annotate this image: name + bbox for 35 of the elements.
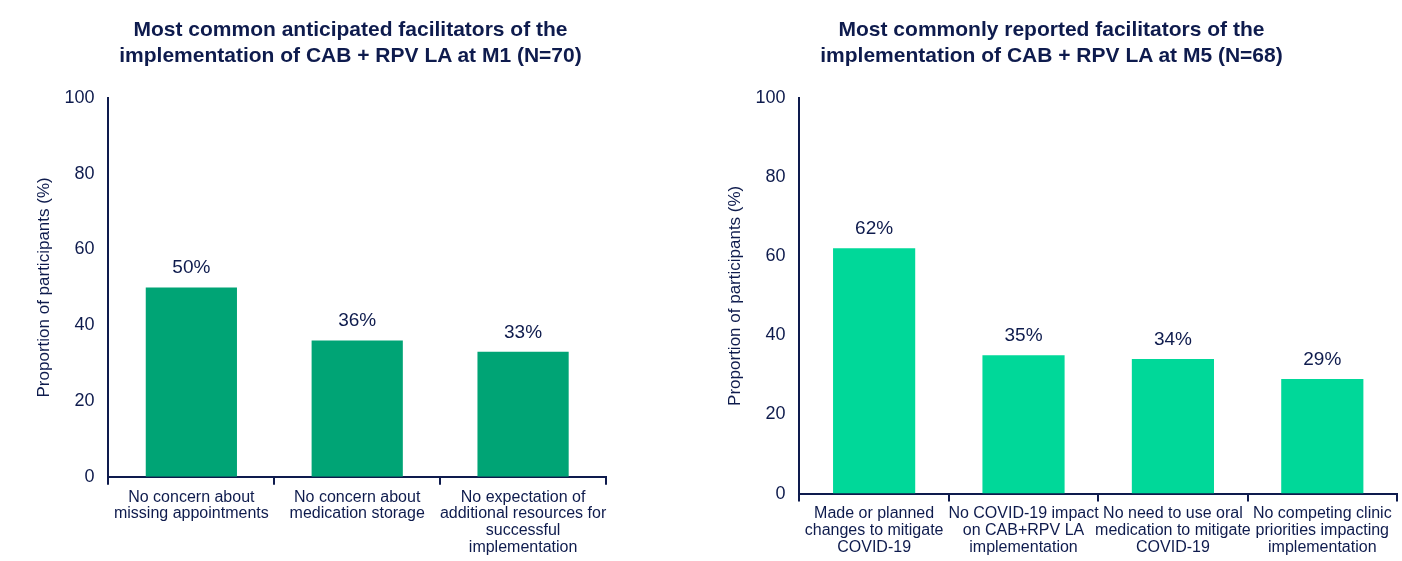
- y-tick-label: 40: [765, 324, 786, 345]
- bar: [477, 351, 569, 477]
- x-tick-label: No concern about medication storage: [289, 487, 425, 522]
- y-tick-label: 100: [64, 86, 95, 107]
- data-label: 34%: [1153, 327, 1193, 349]
- y-tick-label: 20: [74, 390, 95, 411]
- y-tick-label: 0: [775, 482, 786, 503]
- data-label: 62%: [855, 217, 894, 239]
- data-label: 35%: [1004, 323, 1043, 345]
- y-tick-label: 20: [765, 403, 786, 424]
- bar: [145, 287, 237, 477]
- bar: [1131, 359, 1214, 494]
- y-tick-label: 40: [74, 314, 95, 335]
- data-label: 36%: [338, 309, 377, 331]
- bar: [982, 355, 1065, 494]
- y-axis-title: Proportion of participants (%): [724, 185, 744, 406]
- x-tick-label: Made or planned changes to mitigate COVID-19: [804, 504, 944, 556]
- data-label: 29%: [1303, 347, 1342, 369]
- y-tick-label: 80: [74, 162, 95, 183]
- y-tick-label: 60: [765, 245, 786, 266]
- data-label: 33%: [504, 320, 543, 342]
- bar: [311, 340, 403, 477]
- y-tick-label: 60: [74, 238, 95, 259]
- x-tick-label: No concern about missing appointments: [113, 487, 269, 522]
- data-label: 50%: [172, 256, 211, 278]
- y-tick-label: 80: [765, 166, 786, 187]
- x-tick-label: No expectation of additional resources for successful implementation: [439, 487, 607, 556]
- bar: [1281, 378, 1364, 494]
- y-tick-label: 0: [84, 465, 95, 486]
- y-axis-title: Proportion of participants (%): [33, 177, 53, 398]
- y-tick-label: 100: [755, 86, 786, 107]
- x-tick-label: No competing clinic priorities impacting implementation: [1252, 504, 1392, 556]
- chart-title: Most common anticipated facilitators of the implementation of CAB + RPV LA at M1 (N=70): [118, 16, 583, 68]
- chart-title: Most commonly reported facilitators of the implementation of CAB + RPV LA at M5 (N=68): [819, 16, 1284, 68]
- bar: [833, 248, 916, 494]
